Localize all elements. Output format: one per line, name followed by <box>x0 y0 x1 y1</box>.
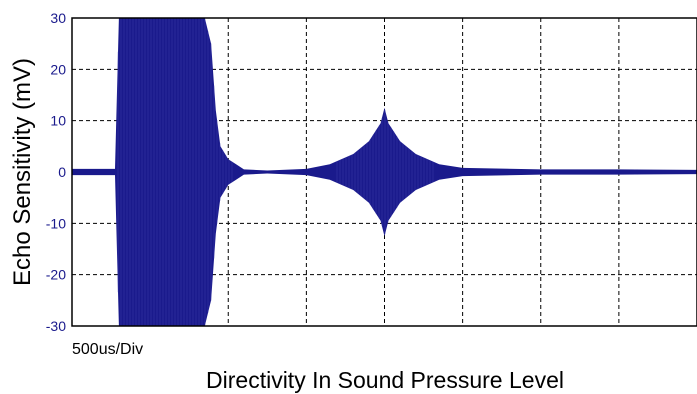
signal-hatching <box>117 18 434 326</box>
y-tick-label: 10 <box>50 113 66 129</box>
signal-envelope <box>72 18 697 326</box>
y-tick-label: -30 <box>46 318 66 334</box>
plot-frame <box>71 17 697 327</box>
y-tick-label: -20 <box>46 267 66 283</box>
time-division-label: 500us/Div <box>72 341 143 358</box>
y-tick-label: 0 <box>58 164 66 180</box>
y-tick-labels: 30 20 10 0 -10 -20 -30 <box>46 10 66 334</box>
y-tick-label: -10 <box>46 215 66 231</box>
y-axis-label: Echo Sensitivity (mV) <box>9 58 36 286</box>
x-axis-label: Directivity In Sound Pressure Level <box>206 367 564 393</box>
y-tick-label: 30 <box>50 10 66 26</box>
y-tick-label: 20 <box>50 61 66 77</box>
